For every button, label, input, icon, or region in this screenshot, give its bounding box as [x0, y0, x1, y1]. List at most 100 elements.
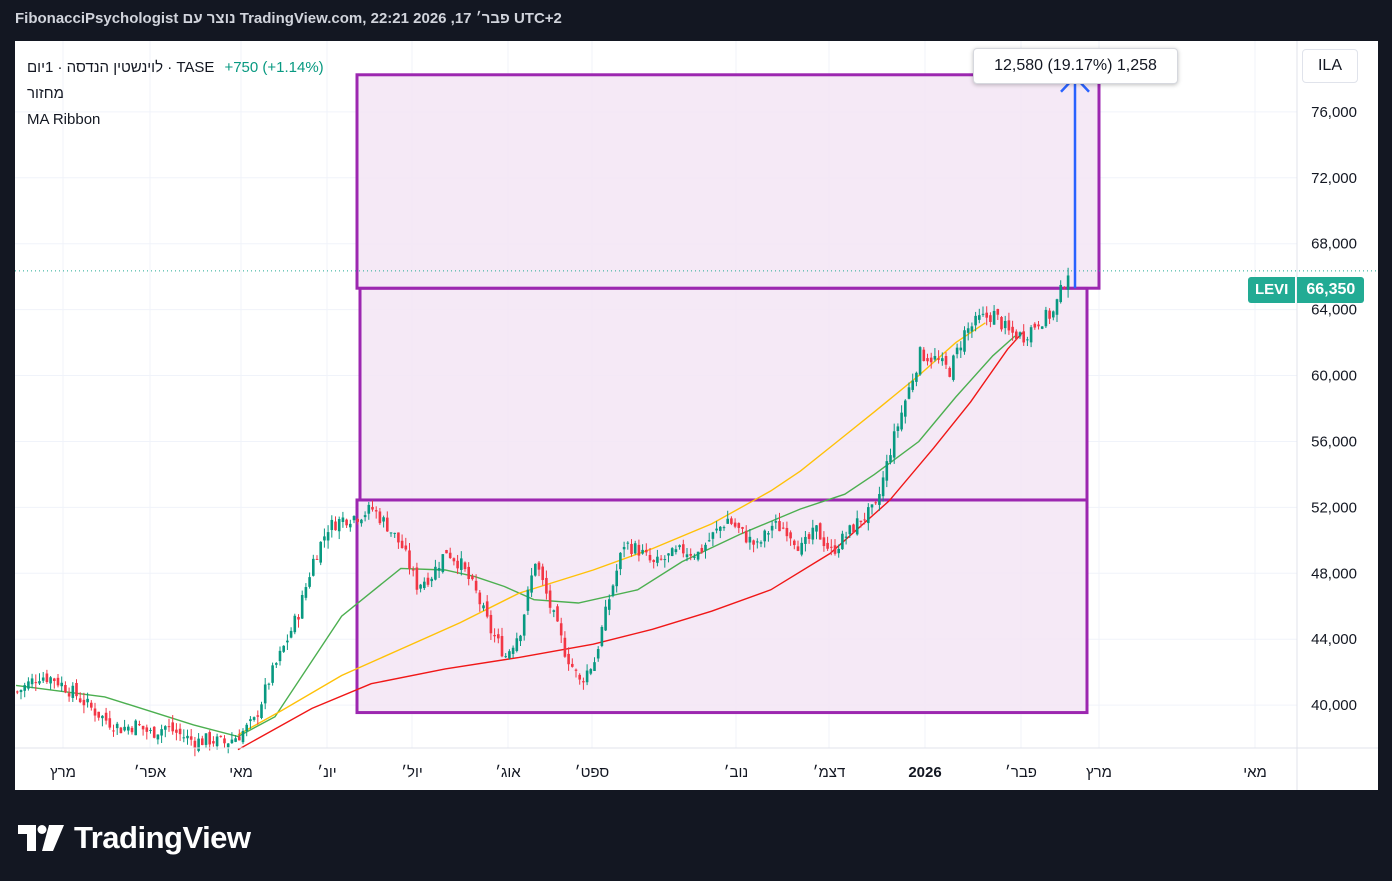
candle-body: [289, 630, 293, 638]
candle-body: [1015, 331, 1018, 339]
candle-body: [648, 554, 652, 561]
price-tag-value: 66,350: [1297, 277, 1365, 303]
candle-body: [160, 729, 163, 736]
candle-body: [615, 570, 618, 587]
candle-body: [141, 725, 145, 730]
candle-body: [852, 524, 855, 533]
candle-body: [985, 312, 988, 318]
candle-body: [574, 669, 578, 671]
axis-layer: 40,000 44,000 48,000 52,000 56,000 60,000 64,0…: [15, 41, 1378, 790]
y-tick-label: 40,000: [1311, 697, 1357, 714]
candle-body: [278, 650, 282, 662]
candle-body: [448, 552, 452, 558]
y-tick-label: 56,000: [1311, 433, 1357, 450]
ma-line-1: [237, 322, 986, 736]
x-tick-label: נוב׳: [724, 764, 748, 781]
candle-body: [567, 653, 570, 665]
candle-body: [152, 726, 156, 738]
candle-body: [297, 616, 300, 620]
candle-body: [508, 651, 511, 659]
candle-body: [511, 647, 515, 654]
candle-body: [1040, 326, 1044, 329]
candle-body: [323, 536, 326, 541]
candle-body: [582, 681, 585, 683]
candle-body: [60, 682, 63, 687]
candle-body: [711, 532, 715, 539]
zone-box-middle: [358, 286, 1089, 502]
candle-body: [378, 511, 382, 524]
candle-body: [500, 636, 504, 657]
candle-body: [726, 518, 729, 524]
candle-body: [319, 541, 322, 563]
candle-body: [330, 519, 334, 531]
candle-body: [245, 724, 248, 732]
candle-body: [955, 347, 959, 355]
candle-body: [304, 587, 308, 598]
candle-body: [959, 347, 963, 351]
x-tick-label: אפר׳: [134, 764, 167, 781]
candle-body: [645, 549, 648, 553]
y-tick-label: 48,000: [1311, 565, 1357, 582]
candle-body: [123, 726, 126, 731]
candle-body: [767, 533, 770, 535]
price-chart[interactable]: 40,000 44,000 48,000 52,000 56,000 60,000 64,0…: [15, 41, 1378, 790]
currency-button[interactable]: ILA: [1302, 49, 1358, 83]
candle-body: [149, 729, 152, 731]
candle-body: [911, 380, 914, 390]
candle-body: [38, 681, 41, 684]
candle-body: [282, 645, 285, 652]
tradingview-wordmark: TradingView: [74, 820, 251, 855]
candle-body: [818, 523, 822, 540]
chart-panel[interactable]: 40,000 44,000 48,000 52,000 56,000 60,000 64,0…: [15, 41, 1378, 790]
candle-body: [989, 315, 992, 322]
candle-body: [156, 734, 160, 740]
candle-body: [952, 355, 955, 380]
candle-body: [460, 558, 463, 570]
candle-body: [541, 566, 544, 581]
candle-body: [874, 502, 877, 504]
candle-body: [715, 528, 718, 531]
candle-body: [519, 635, 522, 642]
ma-line-0: [15, 335, 1016, 738]
candle-body: [138, 724, 141, 726]
volume-label[interactable]: מחזור: [27, 85, 64, 102]
candle-body: [437, 568, 441, 571]
candle-body: [445, 550, 448, 554]
candle-body: [944, 356, 948, 365]
candle-body: [256, 715, 260, 717]
candle-body: [293, 615, 297, 633]
candle-body: [41, 677, 45, 681]
candle-body: [67, 693, 71, 697]
candle-body: [352, 516, 356, 521]
y-tick-label: 44,000: [1311, 631, 1357, 648]
candle-body: [585, 670, 589, 683]
candle-body: [34, 682, 38, 684]
candle-body: [386, 517, 389, 532]
candle-body: [867, 507, 870, 524]
candle-body: [926, 358, 929, 362]
candle-body: [345, 519, 348, 526]
candle-body: [752, 540, 755, 545]
y-tick-label: 68,000: [1311, 236, 1357, 253]
candle-body: [748, 536, 752, 543]
candle-body: [963, 330, 966, 352]
candle-body: [781, 527, 785, 529]
candle-body: [411, 569, 415, 571]
candle-body: [53, 678, 56, 681]
y-tick-label: 72,000: [1311, 170, 1357, 187]
candle-body: [1003, 320, 1007, 329]
candle-body: [312, 558, 315, 576]
candle-body: [27, 681, 30, 689]
legend-symbol-row: לוינשטין הנדסה · 1יום · TASE +750 (+1.14…: [27, 55, 324, 81]
candle-body: [167, 726, 171, 728]
candle-body: [341, 517, 345, 522]
candle-body: [97, 711, 100, 718]
candle-body: [426, 577, 430, 585]
candle-body: [611, 585, 615, 596]
candle-body: [363, 515, 367, 518]
tradingview-logo-icon: [18, 825, 64, 851]
candle-body: [493, 634, 496, 637]
candle-body: [193, 740, 197, 749]
candle-body: [693, 556, 696, 558]
indicator-label[interactable]: MA Ribbon: [27, 111, 101, 128]
